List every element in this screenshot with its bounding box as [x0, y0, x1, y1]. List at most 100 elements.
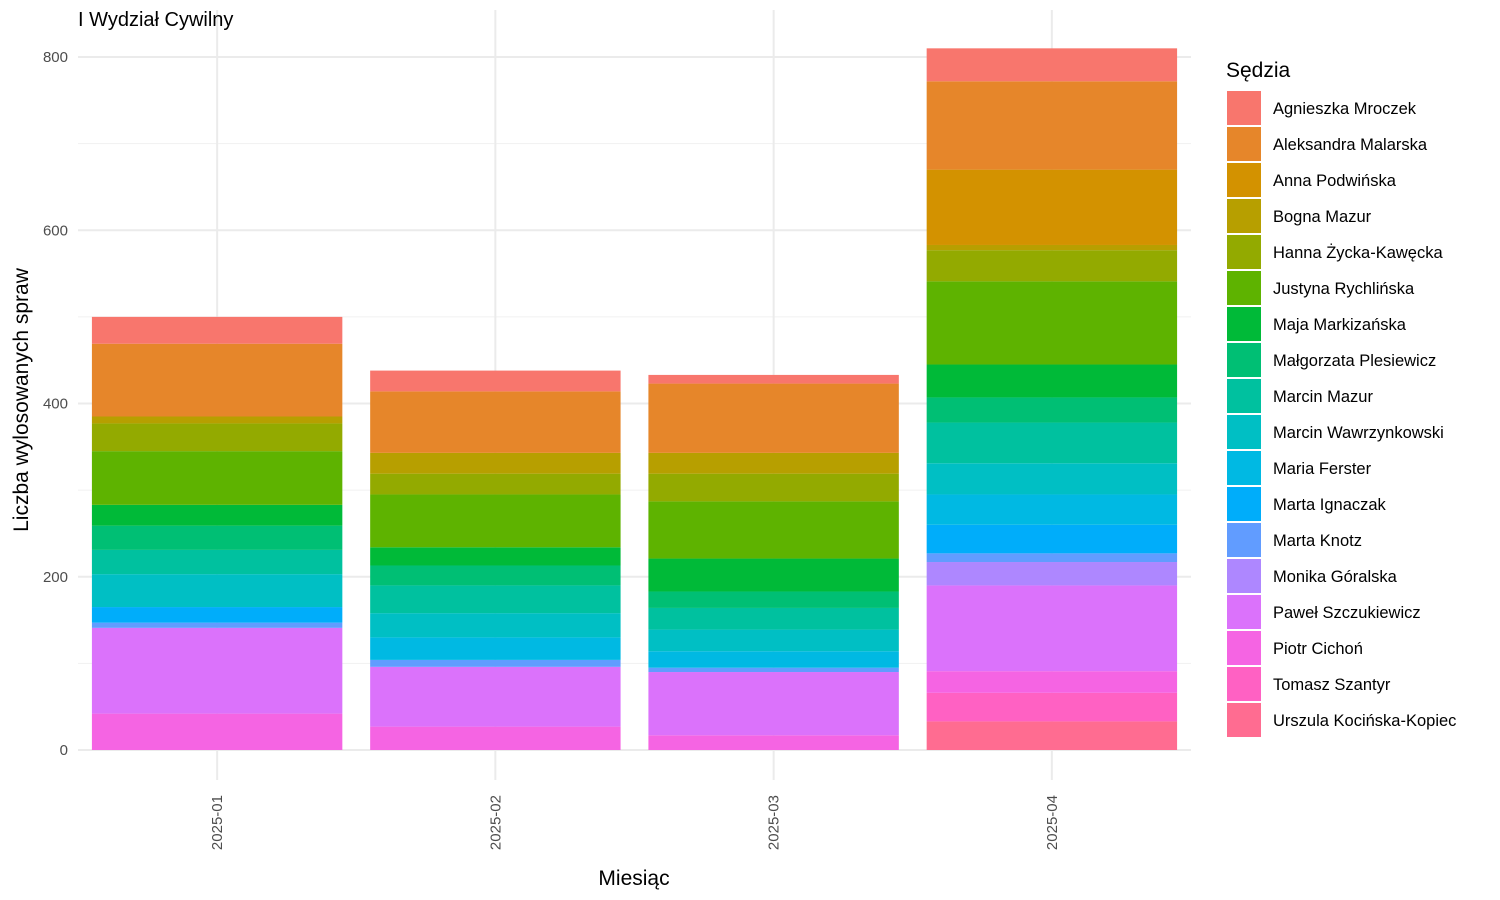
legend-swatch [1227, 487, 1261, 521]
legend-swatch [1227, 667, 1261, 701]
y-tick-label: 800 [43, 49, 68, 66]
legend-swatch [1227, 127, 1261, 161]
bar-segment [91, 504, 343, 526]
legend-label: Marcin Mazur [1273, 388, 1373, 406]
bar-segment [648, 607, 899, 630]
legend-label: Urszula Kocińska-Kopiec [1273, 712, 1456, 730]
bar-segment [370, 547, 621, 566]
legend-label: Małgorzata Plesiewicz [1273, 352, 1436, 370]
bar-segment [91, 607, 343, 623]
bar-segment [370, 473, 621, 495]
bar-segment [926, 692, 1178, 722]
y-tick-label: 0 [60, 742, 68, 759]
bar-segment [926, 169, 1178, 245]
chart-title: I Wydział Cywilny [78, 9, 233, 31]
bar-segment [648, 667, 899, 673]
bar-segment [926, 48, 1178, 82]
bar-segment [370, 452, 621, 474]
bar-segment [91, 423, 343, 452]
bar-segment [91, 622, 343, 628]
bar-segment [648, 591, 899, 608]
bar-segment [926, 524, 1178, 554]
y-tick-label: 400 [43, 396, 68, 413]
x-axis-title: Miesiąc [598, 867, 669, 890]
legend-swatch [1227, 523, 1261, 557]
bar-segment [926, 463, 1178, 495]
legend-label: Marta Knotz [1273, 532, 1362, 550]
legend-label: Maja Markizańska [1273, 316, 1407, 334]
bar-segment [926, 397, 1178, 423]
bar-segment [648, 374, 899, 384]
legend-swatch [1227, 379, 1261, 413]
y-tick-label: 600 [43, 222, 68, 239]
legend-title: Sędzia [1226, 59, 1291, 82]
bar-segment [370, 613, 621, 638]
legend-swatch [1227, 163, 1261, 197]
legend-swatch [1227, 595, 1261, 629]
legend-label: Anna Podwińska [1273, 172, 1397, 190]
legend-label: Piotr Cichoń [1273, 640, 1363, 658]
bar-segment [926, 250, 1178, 282]
bar-segment [370, 391, 621, 453]
y-axis-title: Liczba wylosowanych spraw [10, 267, 33, 532]
bar-segment [91, 525, 343, 550]
x-tick-label: 2025-04 [1044, 795, 1061, 850]
axes: 0 200 400 600 800 2025-01 2025-02 2025-03 2025-0… [43, 49, 1061, 850]
bar-segment [926, 585, 1178, 672]
bar-segment [91, 343, 343, 417]
bar-segment [926, 281, 1178, 365]
bar-segment [370, 565, 621, 586]
legend-label: Marta Ignaczak [1273, 496, 1387, 514]
bar-segment [926, 671, 1178, 693]
y-tick-label: 200 [43, 569, 68, 586]
bar-segment [370, 659, 621, 667]
bar-segment [370, 726, 621, 750]
bar-segment [91, 451, 343, 505]
bars [91, 48, 1178, 750]
bar-segment [91, 713, 343, 750]
bar-segment [370, 494, 621, 548]
bar-segment [370, 666, 621, 727]
bar-segment [926, 721, 1178, 750]
legend-label: Hanna Życka-Kawęcka [1273, 243, 1443, 262]
legend-swatch [1227, 451, 1261, 485]
legend-swatch [1227, 415, 1261, 449]
legend-label: Justyna Rychlińska [1273, 280, 1415, 298]
legend-label: Marcin Wawrzynkowski [1273, 424, 1444, 442]
bar-segment [91, 316, 343, 344]
bar-segment [926, 422, 1178, 464]
bar-segment [926, 562, 1178, 586]
bar-segment [926, 494, 1178, 525]
bar-segment [91, 574, 343, 608]
bar-segment [648, 672, 899, 736]
bar-segment [926, 553, 1178, 563]
bar-segment [648, 629, 899, 652]
legend-swatch [1227, 631, 1261, 665]
legend-label: Aleksandra Malarska [1273, 136, 1428, 154]
bar-segment [926, 81, 1178, 170]
x-tick-label: 2025-02 [487, 795, 504, 850]
legend-swatch [1227, 703, 1261, 737]
legend-swatch [1227, 235, 1261, 269]
legend-label: Paweł Szczukiewicz [1273, 604, 1421, 622]
bar-segment [648, 383, 899, 453]
bar-segment [648, 473, 899, 502]
bar-segment [91, 627, 343, 714]
bar-segment [370, 637, 621, 660]
bar-segment [926, 364, 1178, 398]
bar-segment [648, 651, 899, 668]
bar-segment [91, 549, 343, 575]
legend-swatch [1227, 271, 1261, 305]
legend-label: Bogna Mazur [1273, 208, 1372, 226]
legend-swatch [1227, 559, 1261, 593]
bar-segment [91, 416, 343, 424]
bar-segment [370, 585, 621, 614]
legend-swatch [1227, 199, 1261, 233]
bar-segment [648, 452, 899, 474]
legend-swatch [1227, 91, 1261, 125]
legend-label: Agnieszka Mroczek [1273, 100, 1417, 118]
legend-swatch [1227, 343, 1261, 377]
x-tick-label: 2025-03 [766, 795, 783, 850]
bar-segment [648, 501, 899, 559]
